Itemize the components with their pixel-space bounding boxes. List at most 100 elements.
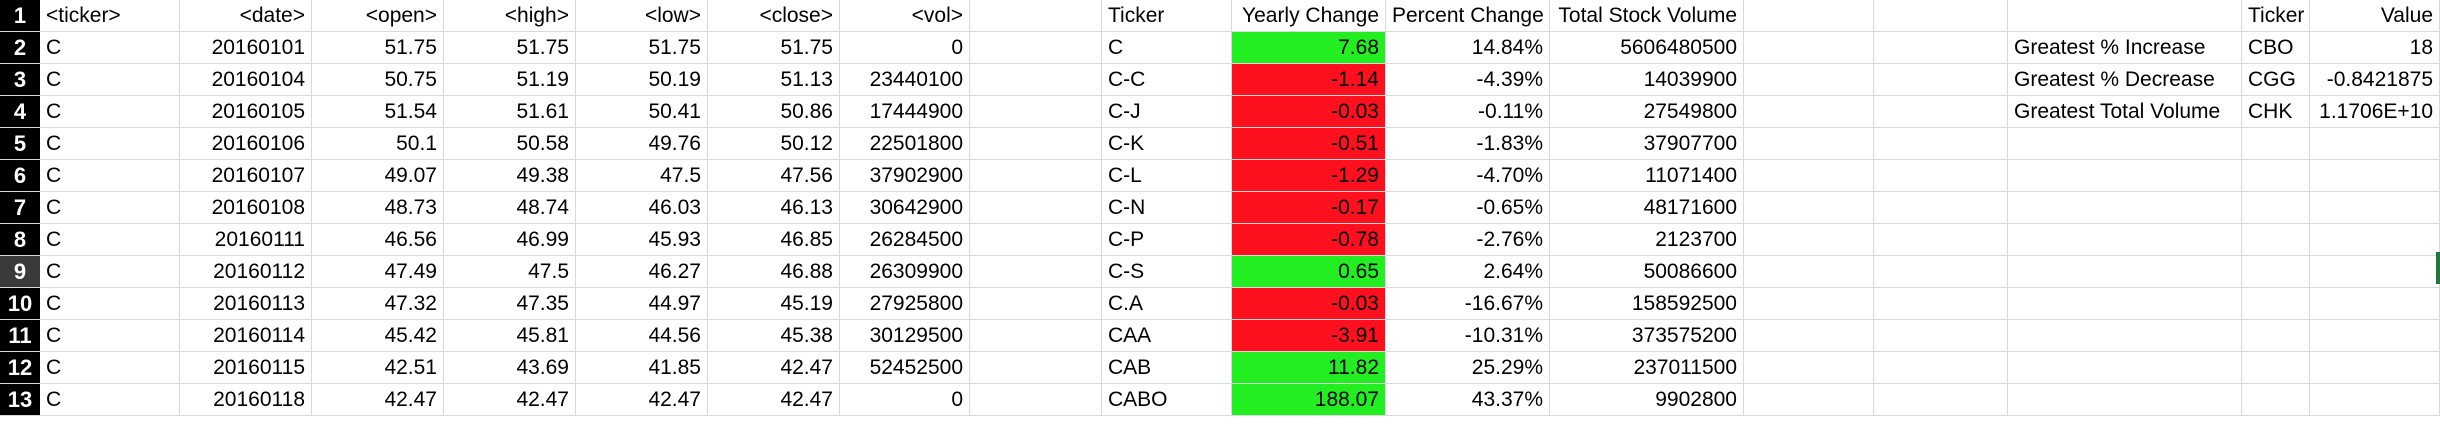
row-header[interactable]: 8	[0, 224, 40, 255]
cell-k[interactable]: 11.82	[1232, 352, 1386, 383]
cell-d[interactable]: 51.75	[444, 32, 576, 63]
cell-p[interactable]	[2242, 352, 2310, 383]
cell-h[interactable]	[970, 160, 1102, 191]
cell-c[interactable]: 47.49	[312, 256, 444, 287]
cell-m[interactable]: 14039900	[1550, 64, 1744, 95]
cell-k[interactable]: -1.29	[1232, 160, 1386, 191]
cell-c[interactable]: 42.51	[312, 352, 444, 383]
cell-f[interactable]: 42.47	[708, 352, 840, 383]
cell-g[interactable]: <vol>	[840, 0, 970, 31]
cell-m[interactable]: 237011500	[1550, 352, 1744, 383]
cell-n3[interactable]	[1874, 192, 2008, 223]
cell-f[interactable]: <close>	[708, 0, 840, 31]
cell-c[interactable]: 46.56	[312, 224, 444, 255]
cell-c[interactable]: 47.32	[312, 288, 444, 319]
cell-m[interactable]: 373575200	[1550, 320, 1744, 351]
cell-j[interactable]: C.A	[1102, 288, 1232, 319]
cell-q[interactable]	[2310, 256, 2440, 287]
cell-p[interactable]	[2242, 256, 2310, 287]
cell-j[interactable]: C-C	[1102, 64, 1232, 95]
cell-e[interactable]: 46.03	[576, 192, 708, 223]
cell-b[interactable]: 20160115	[180, 352, 312, 383]
cell-d[interactable]: 45.81	[444, 320, 576, 351]
cell-l[interactable]: 43.37%	[1386, 384, 1550, 415]
cell-h[interactable]	[970, 352, 1102, 383]
cell-g[interactable]: 52452500	[840, 352, 970, 383]
cell-g[interactable]: 0	[840, 32, 970, 63]
cell-a[interactable]: C	[40, 192, 180, 223]
cell-n3[interactable]	[1874, 0, 2008, 31]
cell-o[interactable]	[2008, 320, 2242, 351]
cell-q[interactable]	[2310, 288, 2440, 319]
cell-p[interactable]: CHK	[2242, 96, 2310, 127]
cell-f[interactable]: 46.13	[708, 192, 840, 223]
cell-b[interactable]: 20160111	[180, 224, 312, 255]
cell-n3[interactable]	[1874, 224, 2008, 255]
cell-o[interactable]	[2008, 352, 2242, 383]
cell-g[interactable]: 0	[840, 384, 970, 415]
row-header[interactable]: 13	[0, 384, 40, 415]
cell-k[interactable]: -1.14	[1232, 64, 1386, 95]
cell-n2[interactable]	[1744, 224, 1874, 255]
cell-g[interactable]: 26309900	[840, 256, 970, 287]
cell-b[interactable]: 20160114	[180, 320, 312, 351]
cell-j[interactable]: CAA	[1102, 320, 1232, 351]
cell-d[interactable]: 42.47	[444, 384, 576, 415]
cell-a[interactable]: C	[40, 224, 180, 255]
cell-c[interactable]: 42.47	[312, 384, 444, 415]
cell-n3[interactable]	[1874, 96, 2008, 127]
cell-j[interactable]: C-P	[1102, 224, 1232, 255]
cell-p[interactable]	[2242, 160, 2310, 191]
cell-e[interactable]: 44.97	[576, 288, 708, 319]
cell-m[interactable]: Total Stock Volume	[1550, 0, 1744, 31]
cell-h[interactable]	[970, 320, 1102, 351]
cell-j[interactable]: CAB	[1102, 352, 1232, 383]
cell-q[interactable]	[2310, 224, 2440, 255]
cell-e[interactable]: <low>	[576, 0, 708, 31]
cell-o[interactable]	[2008, 0, 2242, 31]
cell-q[interactable]	[2310, 352, 2440, 383]
cell-d[interactable]: 51.61	[444, 96, 576, 127]
cell-m[interactable]: 2123700	[1550, 224, 1744, 255]
cell-j[interactable]: CABO	[1102, 384, 1232, 415]
cell-f[interactable]: 45.38	[708, 320, 840, 351]
row-header[interactable]: 1	[0, 0, 40, 31]
cell-l[interactable]: -4.70%	[1386, 160, 1550, 191]
cell-b[interactable]: 20160104	[180, 64, 312, 95]
cell-b[interactable]: 20160113	[180, 288, 312, 319]
row-header[interactable]: 9	[0, 256, 40, 287]
row-header[interactable]: 5	[0, 128, 40, 159]
cell-p[interactable]	[2242, 384, 2310, 415]
cell-e[interactable]: 42.47	[576, 384, 708, 415]
row-header[interactable]: 4	[0, 96, 40, 127]
cell-c[interactable]: 51.75	[312, 32, 444, 63]
cell-d[interactable]: 47.35	[444, 288, 576, 319]
cell-n3[interactable]	[1874, 384, 2008, 415]
cell-f[interactable]: 46.85	[708, 224, 840, 255]
cell-o[interactable]	[2008, 224, 2242, 255]
cell-l[interactable]: 25.29%	[1386, 352, 1550, 383]
cell-k[interactable]: -3.91	[1232, 320, 1386, 351]
cell-m[interactable]: 158592500	[1550, 288, 1744, 319]
cell-f[interactable]: 50.12	[708, 128, 840, 159]
cell-j[interactable]: Ticker	[1102, 0, 1232, 31]
cell-c[interactable]: 48.73	[312, 192, 444, 223]
cell-g[interactable]: 30129500	[840, 320, 970, 351]
cell-k[interactable]: 0.65	[1232, 256, 1386, 287]
cell-m[interactable]: 9902800	[1550, 384, 1744, 415]
cell-o[interactable]	[2008, 128, 2242, 159]
cell-o[interactable]	[2008, 384, 2242, 415]
cell-b[interactable]: 20160101	[180, 32, 312, 63]
cell-k[interactable]: -0.78	[1232, 224, 1386, 255]
cell-c[interactable]: 50.1	[312, 128, 444, 159]
cell-n3[interactable]	[1874, 320, 2008, 351]
cell-n2[interactable]	[1744, 160, 1874, 191]
cell-n2[interactable]	[1744, 384, 1874, 415]
cell-m[interactable]: 27549800	[1550, 96, 1744, 127]
cell-h[interactable]	[970, 64, 1102, 95]
cell-h[interactable]	[970, 288, 1102, 319]
cell-a[interactable]: C	[40, 352, 180, 383]
cell-p[interactable]: CGG	[2242, 64, 2310, 95]
cell-e[interactable]: 50.41	[576, 96, 708, 127]
cell-l[interactable]: -0.11%	[1386, 96, 1550, 127]
